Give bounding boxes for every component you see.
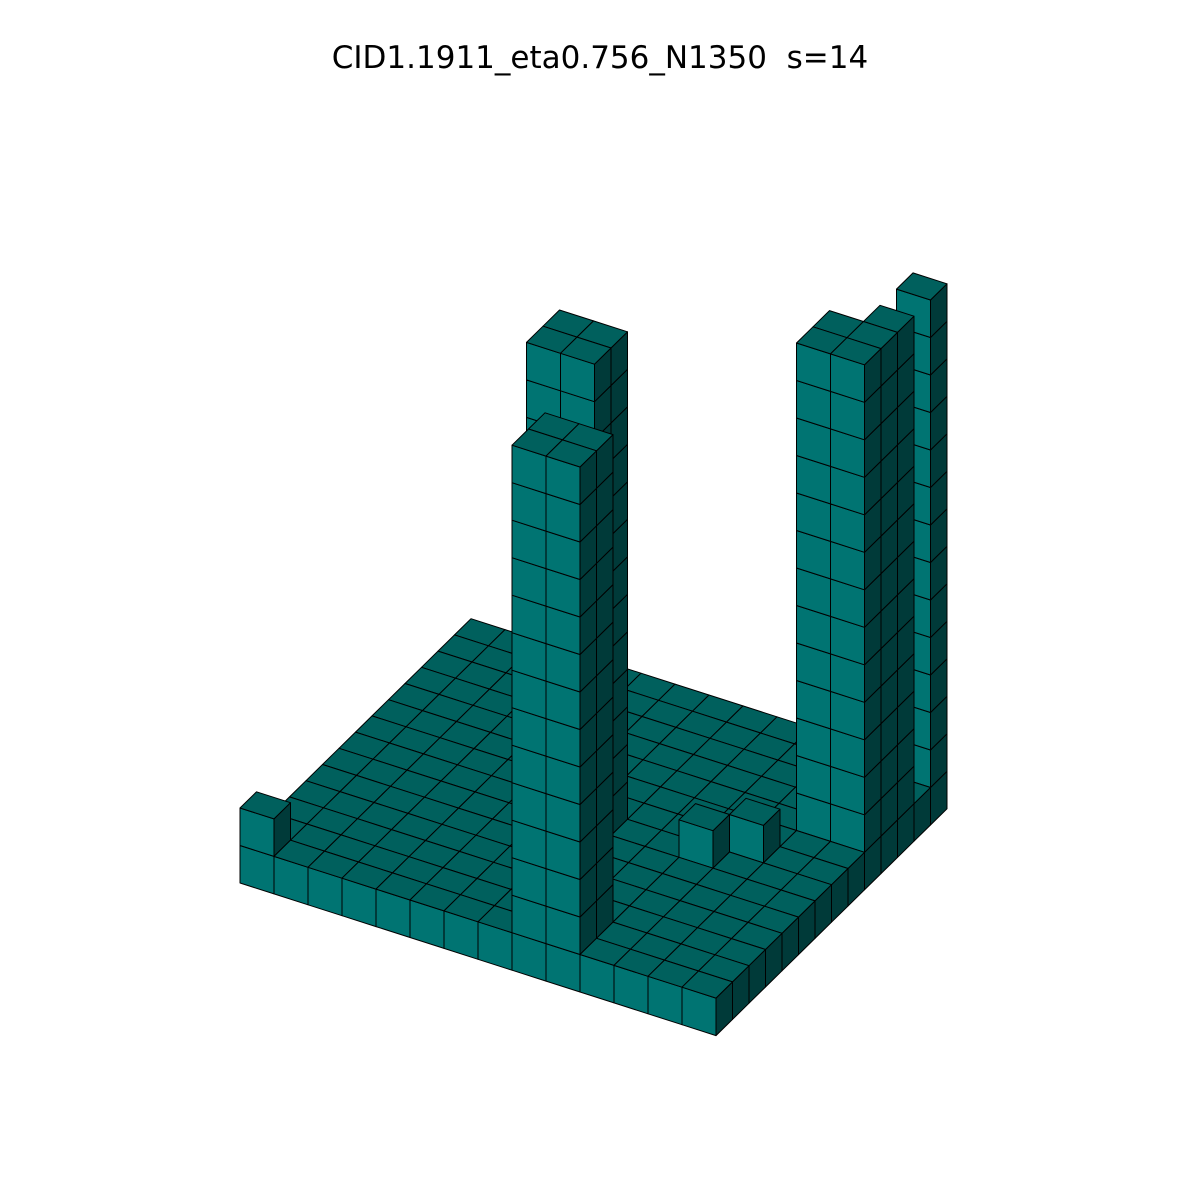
voxel-top-face: [681, 970, 733, 999]
voxel-top-face: [560, 336, 612, 365]
voxel-top-face: [729, 797, 781, 826]
voxel-top-face: [830, 337, 882, 366]
voxel-top-face: [239, 791, 291, 820]
voxel-top-face: [896, 272, 948, 301]
figure-title: CID1.1911_eta0.756_N1350 s=14: [331, 40, 869, 76]
voxel-top-face: [545, 439, 597, 468]
